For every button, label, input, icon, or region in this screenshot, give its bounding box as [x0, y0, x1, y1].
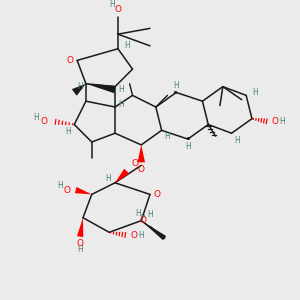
Text: O: O	[115, 5, 122, 14]
Text: O: O	[64, 186, 70, 195]
Text: O: O	[154, 190, 161, 199]
Text: H: H	[124, 41, 130, 50]
Text: O: O	[66, 56, 74, 65]
Text: H: H	[105, 174, 111, 183]
Text: H: H	[66, 127, 71, 136]
Polygon shape	[137, 145, 145, 162]
Text: H: H	[34, 113, 39, 122]
Text: H: H	[57, 181, 63, 190]
Text: H: H	[235, 136, 240, 145]
Text: O: O	[138, 165, 145, 174]
Text: H: H	[252, 88, 258, 97]
Polygon shape	[77, 218, 83, 237]
Text: O: O	[139, 216, 146, 225]
Polygon shape	[115, 169, 129, 183]
Text: H: H	[165, 132, 170, 141]
Text: O: O	[76, 239, 84, 248]
Text: O: O	[272, 117, 279, 126]
Text: O: O	[130, 231, 137, 240]
Text: H: H	[77, 245, 83, 254]
Text: H: H	[140, 214, 145, 219]
Text: H: H	[138, 231, 144, 240]
Text: H: H	[136, 209, 141, 218]
Text: H: H	[109, 0, 115, 9]
Polygon shape	[86, 84, 116, 93]
Polygon shape	[141, 220, 166, 240]
Text: H: H	[77, 82, 83, 91]
Text: O: O	[40, 117, 47, 126]
Text: H: H	[185, 142, 191, 151]
Text: H: H	[118, 100, 124, 109]
Text: H: H	[280, 117, 285, 126]
Text: H: H	[173, 81, 179, 90]
Text: H: H	[147, 210, 153, 219]
Polygon shape	[75, 187, 92, 194]
Text: H: H	[118, 85, 124, 94]
Polygon shape	[72, 84, 86, 96]
Text: O: O	[132, 159, 139, 168]
